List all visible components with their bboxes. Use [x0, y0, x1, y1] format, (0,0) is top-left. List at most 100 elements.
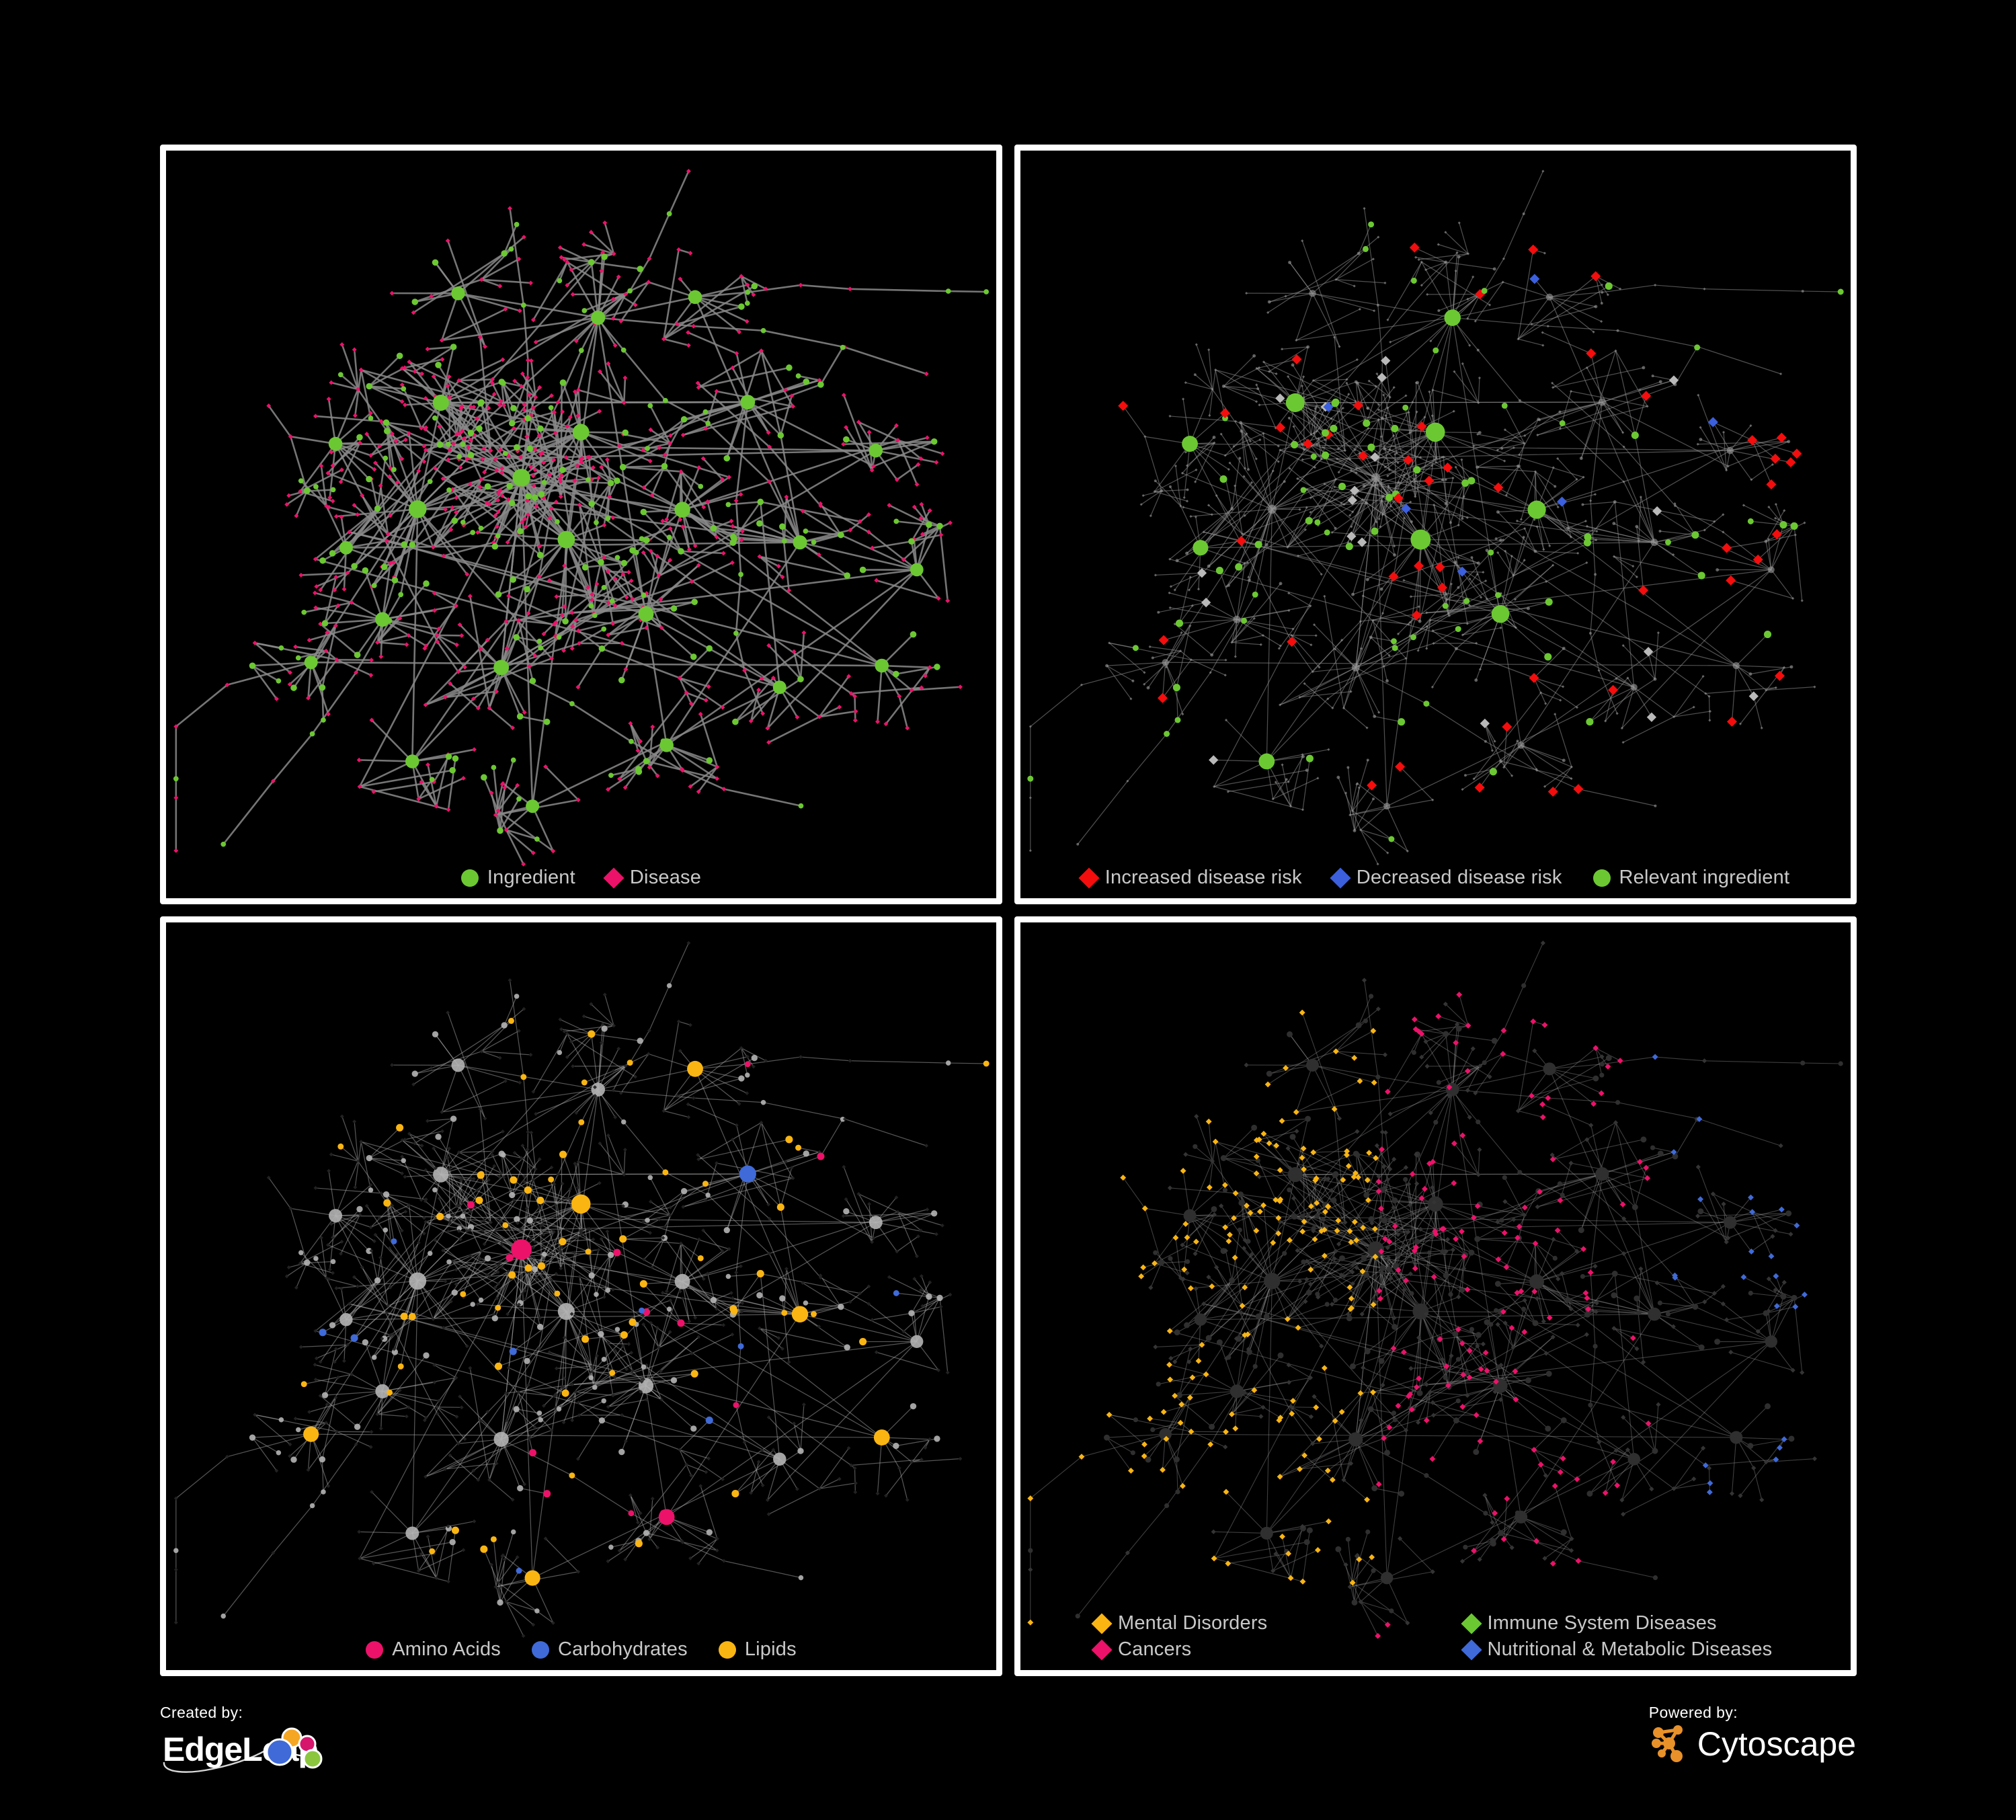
network-edge [1289, 418, 1322, 460]
network-node-diamond [356, 757, 362, 762]
legend-item[interactable]: Disease [603, 867, 701, 889]
network-edge [501, 1153, 505, 1178]
network-canvas-nutrient-class[interactable] [166, 922, 996, 1670]
panel-disease-risk[interactable]: Increased disease risk Decreased disease… [1014, 145, 1857, 904]
network-edge [780, 395, 793, 436]
network-node-diamond [623, 1064, 628, 1068]
panel-ingredient-disease[interactable]: Ingredient Disease [160, 145, 1002, 904]
network-node-diamond [1476, 572, 1479, 576]
network-node-diamond [650, 1497, 655, 1501]
network-edge [252, 661, 311, 667]
network-node-diamond [446, 1156, 450, 1160]
network-edge [1240, 422, 1279, 447]
network-node-diamond [1457, 566, 1467, 577]
network-node-diamond [460, 776, 466, 781]
network-node-diamond [1791, 597, 1795, 600]
network-edge [1347, 767, 1353, 812]
network-edge [1355, 620, 1374, 668]
network-edge [723, 788, 801, 807]
network-canvas-disease-risk[interactable] [1020, 151, 1851, 898]
network-node-diamond [924, 371, 929, 377]
network-edge [666, 541, 801, 746]
network-node-diamond [1388, 395, 1392, 399]
legend-item[interactable]: Decreased disease risk [1330, 867, 1562, 889]
network-edge [417, 1226, 472, 1281]
network-node-diamond [635, 748, 641, 753]
legend-item[interactable]: Relevant ingredient [1592, 867, 1790, 889]
network-edge [1256, 358, 1297, 369]
network-node-diamond [1406, 849, 1409, 853]
network-node-diamond [1298, 695, 1301, 699]
network-node-diamond [655, 1326, 659, 1331]
network-edge [1443, 457, 1537, 510]
network-edge [647, 442, 670, 450]
network-edge [1500, 760, 1513, 777]
network-node-diamond [1504, 549, 1507, 553]
network-edge [1537, 384, 1676, 436]
network-node-diamond [1457, 556, 1460, 559]
network-nodes-background [1029, 169, 1816, 866]
network-edge [1350, 799, 1433, 816]
legend-item[interactable]: Ingredient [460, 867, 575, 889]
network-node-diamond [1345, 378, 1348, 381]
network-edge [1244, 481, 1285, 516]
network-edge [666, 1341, 918, 1517]
network-node-circle [869, 1216, 883, 1230]
network-node-diamond [841, 442, 846, 447]
network-edge [682, 1212, 898, 1282]
network-node-circle [1499, 759, 1502, 763]
network-edge [1549, 296, 1602, 322]
network-edge [516, 1409, 536, 1428]
network-node-diamond [1490, 749, 1494, 752]
network-edge [300, 571, 348, 576]
network-node-diamond [307, 1410, 312, 1415]
network-node-diamond [497, 403, 502, 407]
network-edge [1712, 422, 1731, 451]
network-node-diamond [497, 283, 503, 288]
network-node-diamond [1496, 551, 1500, 555]
network-node-diamond [1302, 448, 1306, 452]
network-edge [1378, 419, 1390, 470]
network-edge [571, 1392, 577, 1421]
network-node-diamond [1219, 408, 1230, 419]
network-edge [682, 1251, 723, 1282]
network-node-diamond [1323, 594, 1326, 598]
network-canvas-ingredient-disease[interactable] [166, 151, 996, 898]
network-node-diamond [578, 1229, 583, 1234]
network-edge [1447, 573, 1478, 614]
network-node-diamond [358, 367, 364, 372]
network-node-diamond [512, 1198, 516, 1202]
network-node-diamond [538, 1224, 543, 1228]
network-edge [426, 449, 460, 458]
network-edge [1634, 395, 1647, 436]
network-edge [353, 350, 359, 390]
network-node-diamond [454, 642, 459, 647]
network-node-diamond [655, 553, 660, 559]
network-edge [591, 261, 641, 270]
network-node-diamond [573, 1250, 577, 1255]
network-edge [1361, 430, 1435, 543]
network-edge [1545, 562, 1587, 582]
network-node-circle [1385, 493, 1394, 502]
panel-nutrient-class[interactable]: Amino Acids Carbohydrates Lipids [160, 916, 1002, 1676]
network-node-diamond [1386, 406, 1389, 409]
network-node-diamond [721, 787, 727, 792]
network-edge [643, 1237, 665, 1260]
network-edge [785, 379, 820, 391]
network-node-diamond [497, 1175, 501, 1179]
network-node-diamond [1621, 741, 1625, 744]
network-node-circle [1365, 501, 1369, 505]
network-node-diamond [1188, 624, 1192, 627]
network-node-diamond [1243, 514, 1246, 517]
network-edge [1654, 542, 1771, 570]
network-node-diamond [744, 319, 750, 324]
legend-item[interactable]: Increased disease risk [1078, 867, 1302, 889]
network-node-diamond [644, 625, 649, 631]
network-node-diamond [355, 512, 360, 517]
network-edge [580, 431, 729, 478]
network-edge [312, 1443, 357, 1506]
network-node-diamond [1341, 406, 1344, 410]
network-node-circle [1517, 742, 1525, 749]
network-node-diamond [505, 1418, 509, 1423]
network-node-diamond [1355, 494, 1359, 498]
